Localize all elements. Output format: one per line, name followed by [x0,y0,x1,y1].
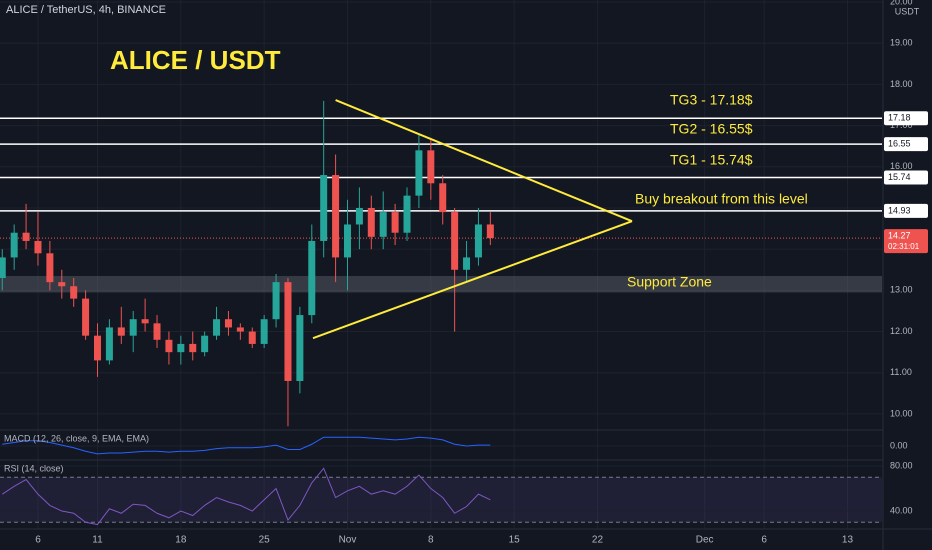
candle-body [153,323,161,340]
y-tick-label: 20.00 [890,0,913,6]
price-tag [884,229,928,254]
macd-label: MACD (12, 26, close, 9, EMA, EMA) [4,433,149,443]
candle-body [0,257,6,279]
candle-body [474,224,482,258]
candle-body [22,232,30,241]
level-tag-label: 16.55 [888,139,911,149]
level-tag [884,111,928,126]
y-tick-label: 0.00 [890,440,908,450]
candle-body [403,195,411,233]
y-tick-label: 16.00 [890,161,913,171]
candle-body [332,175,340,258]
candle-body [486,224,494,239]
candle-body [105,327,113,361]
x-tick-label: Dec [696,535,714,546]
x-tick-label: 8 [428,535,434,546]
candle-body [201,335,209,353]
candle-body [46,253,54,283]
level-tag [884,170,928,185]
candle-body [367,207,375,237]
candle-body [343,224,351,258]
y-tick-label: 40.00 [890,505,913,515]
candle-body [58,282,66,287]
candle-body [177,343,185,353]
candle-body [427,150,435,184]
candle-body [34,240,42,254]
candle-body [379,212,387,237]
macd-line [2,436,491,455]
level-tag-label: 14.93 [888,205,911,215]
candle-body [10,232,18,258]
x-tick-label: 15 [509,535,521,546]
candle-body [70,286,78,299]
annotation: TG2 - 16.55$ [670,121,753,137]
annotation: TG3 - 17.18$ [670,92,753,108]
annotation: ALICE / USDT [110,45,281,75]
y-tick-label: 10.00 [890,408,913,418]
candle-body [189,343,197,353]
candle-body [82,298,90,336]
candle-body [141,319,149,324]
x-tick-label: 13 [842,535,854,546]
annotation: Buy breakout from this level [635,191,808,207]
candle-body [224,319,232,328]
candle-body [260,319,268,344]
level-tag [884,137,928,152]
x-tick-label: 6 [35,535,41,546]
y-tick-label: 18.00 [890,79,913,89]
x-tick-label: 22 [592,535,604,546]
candle-body [93,335,101,361]
x-tick-label: 6 [761,535,767,546]
support-zone [0,275,882,293]
y-axis-label: USDT [895,6,920,16]
x-tick-label: Nov [339,535,357,546]
annotation: Support Zone [627,274,712,290]
candle-body [296,315,304,381]
candle-body [117,327,125,336]
candle-body [355,207,363,225]
plot [0,0,882,529]
x-tick-label: 11 [92,535,103,546]
level-tag-label: 17.18 [888,113,911,123]
candle-body [415,150,423,196]
annotation: TG1 - 15.74$ [670,152,753,168]
candle-body [284,282,292,381]
candle-body [320,175,328,241]
trendline [335,99,633,223]
candle-body [165,339,173,353]
candle-body [248,331,256,344]
candle-body [439,183,447,213]
y-tick-label: 19.00 [890,38,913,48]
y-tick-label: 80.00 [890,460,913,470]
y-tick-label: 13.00 [890,285,913,295]
countdown: 02:31:01 [888,242,920,251]
candle-body [213,319,221,336]
level-tag-label: 15.74 [888,172,911,182]
x-tick-label: 18 [175,535,187,546]
candle-body [236,327,244,332]
chart-title: ALICE / TetherUS, 4h, BINANCE [6,4,166,16]
candle-body [272,282,280,320]
rsi-line [1,467,491,526]
y-tick-label: 12.00 [890,326,913,336]
level-tag [884,203,928,218]
x-tick-label: 25 [259,535,271,546]
candle-body [463,257,471,270]
y-tick-label: 11.00 [890,367,912,377]
candle-body [451,212,459,270]
price-tag-label: 14.27 [888,230,911,240]
candle-body [129,319,137,336]
trendline [312,220,633,340]
candle-body [308,240,316,316]
candle-body [391,212,399,233]
rsi-band [0,477,882,523]
rsi-label: RSI (14, close) [4,463,64,473]
